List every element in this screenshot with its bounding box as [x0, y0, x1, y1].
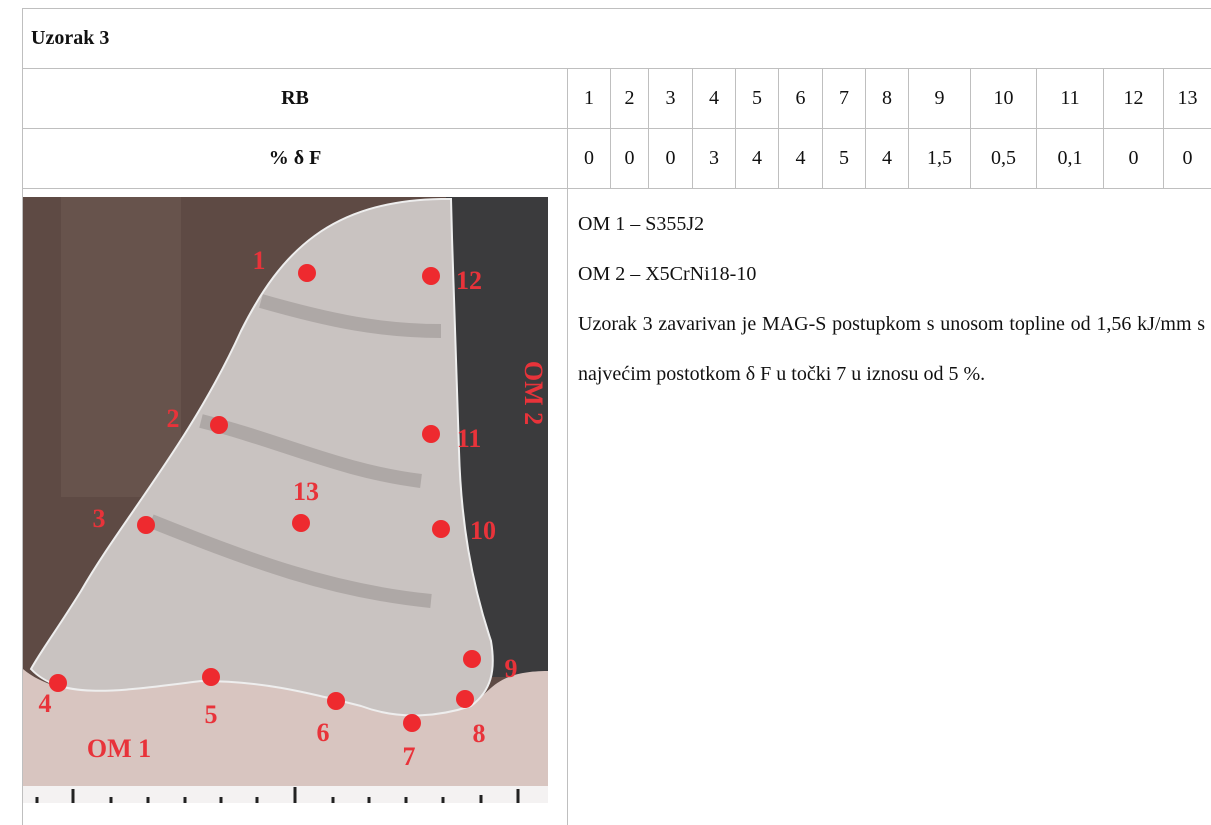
table-cell: 0 [568, 129, 611, 189]
table-cell: 3 [649, 69, 693, 129]
measure-point [137, 516, 155, 534]
point-label: 2 [167, 404, 180, 433]
point-label: 12 [456, 266, 482, 295]
table-cell: 0,5 [971, 129, 1037, 189]
table-cell: 4 [736, 129, 779, 189]
point-label: 1 [253, 246, 266, 275]
point-label: 9 [505, 654, 518, 683]
measure-point [422, 425, 440, 443]
table-cell: 0,1 [1037, 129, 1104, 189]
table-cell: 12 [1104, 69, 1164, 129]
table-title: Uzorak 3 [23, 9, 1211, 69]
table-cell: 10 [971, 69, 1037, 129]
table-cell: 6 [779, 69, 823, 129]
om2-label: OM 2 [519, 361, 548, 425]
material-line: OM 1 – S355J2 [578, 199, 1205, 249]
point-label: 7 [403, 742, 416, 771]
table-cell: 5 [823, 129, 866, 189]
table-cell: 1,5 [909, 129, 971, 189]
measure-point [49, 674, 67, 692]
table-cell: 7 [823, 69, 866, 129]
point-label: 4 [39, 689, 52, 718]
om1-label: OM 1 [87, 734, 151, 763]
table-cell: 0 [611, 129, 649, 189]
row-label: RB [23, 69, 568, 129]
measure-point [463, 650, 481, 668]
table-cell: 4 [866, 129, 909, 189]
table-cell: 2 [611, 69, 649, 129]
point-label: 3 [93, 504, 106, 533]
table-cell: 3 [693, 129, 736, 189]
point-label: 11 [457, 424, 482, 453]
table-cell: 4 [779, 129, 823, 189]
measure-point [327, 692, 345, 710]
measure-point [298, 264, 316, 282]
measure-point [422, 267, 440, 285]
material-line: OM 2 – X5CrNi18-10 [578, 249, 1205, 299]
table-cell: 11 [1037, 69, 1104, 129]
measure-point [403, 714, 421, 732]
table-cell: 0 [1104, 129, 1164, 189]
scale-bar [23, 786, 548, 803]
description-text: Uzorak 3 zavarivan je MAG-S postupkom s … [578, 299, 1205, 399]
table-cell: 0 [649, 129, 693, 189]
table-cell: 8 [866, 69, 909, 129]
description-cell: OM 1 – S355J2 OM 2 – X5CrNi18-10 Uzorak … [568, 189, 1211, 825]
table-cell: 1 [568, 69, 611, 129]
measure-point [202, 668, 220, 686]
table-cell: 4 [693, 69, 736, 129]
measure-point [292, 514, 310, 532]
background-shade [61, 197, 181, 497]
point-label: 5 [205, 700, 218, 729]
table-cell: 9 [909, 69, 971, 129]
measure-point [456, 690, 474, 708]
table-cell: 0 [1164, 129, 1211, 189]
table-cell: 5 [736, 69, 779, 129]
measure-point [210, 416, 228, 434]
table-cell: 13 [1164, 69, 1211, 129]
point-label: 8 [473, 719, 486, 748]
point-label: 13 [293, 477, 319, 506]
point-label: 10 [470, 516, 496, 545]
point-label: 6 [317, 718, 330, 747]
row-label: % δ F [23, 129, 568, 189]
measure-point [432, 520, 450, 538]
